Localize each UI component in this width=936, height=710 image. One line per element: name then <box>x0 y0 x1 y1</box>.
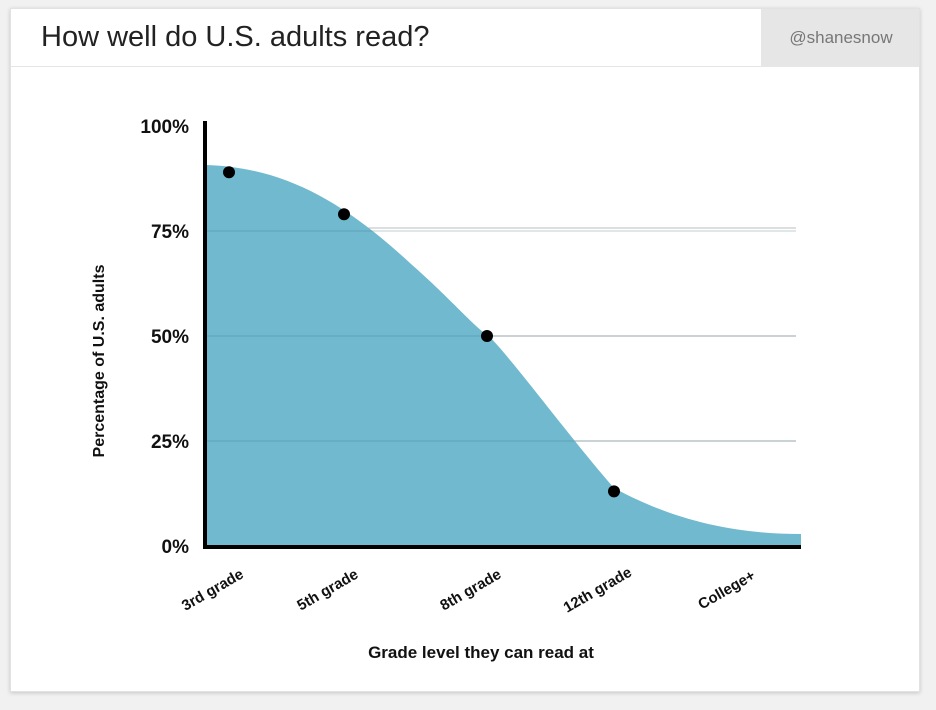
data-point <box>608 485 620 498</box>
y-tick-label: 0% <box>162 537 190 558</box>
author-handle[interactable]: @shanesnow <box>761 9 919 67</box>
x-tick-labels: 3rd grade 5th grade 8th grade 12th grade Col… <box>179 564 759 617</box>
y-tick-label: 100% <box>140 117 189 138</box>
x-tick-label: 8th grade <box>437 566 504 614</box>
y-tick-label: 25% <box>151 432 189 453</box>
data-point <box>481 330 493 342</box>
data-points <box>223 166 620 498</box>
y-axis-label: Percentage of U.S. adults <box>91 264 108 457</box>
y-tick-labels: 0% 25% 50% 75% 100% <box>140 117 189 558</box>
x-tick-label: College+ <box>695 567 758 613</box>
x-tick-label: 3rd grade <box>179 566 247 615</box>
data-point <box>223 166 235 179</box>
area-fill <box>205 165 801 546</box>
data-point <box>338 208 350 221</box>
page-title: How well do U.S. adults read? <box>41 21 430 53</box>
x-tick-label: 12th grade <box>561 564 635 617</box>
y-tick-label: 75% <box>151 222 189 243</box>
reading-level-chart: 0% 25% 50% 75% 100% 3rd grade 5th grade 8th gr… <box>91 117 801 662</box>
chart-card: How well do U.S. adults read? @shanesnow… <box>10 8 920 692</box>
card-header: How well do U.S. adults read? @shanesnow <box>11 9 919 67</box>
grid-lines-over-area <box>205 230 796 442</box>
x-tick-label: 5th grade <box>294 566 361 614</box>
y-tick-label: 50% <box>151 327 189 348</box>
x-axis-label: Grade level they can read at <box>368 643 594 662</box>
